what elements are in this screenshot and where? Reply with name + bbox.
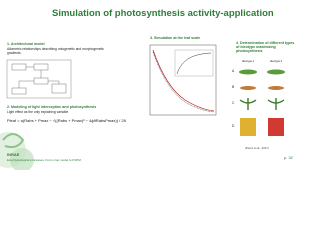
heading: 4. Determination of different types of i… [236, 41, 295, 53]
heading: 2. Modeling of light interception and ph… [7, 105, 97, 109]
architecture-diagram [6, 59, 72, 99]
sim-curve [152, 49, 215, 112]
page-number: p. 32 [284, 155, 293, 160]
inset-curve [176, 52, 212, 75]
column-label: Ideotype 1 [242, 60, 255, 63]
ideotype-leaf [268, 86, 284, 90]
obs-curve [152, 51, 215, 113]
ideotype-heatmap [268, 118, 284, 136]
row-label: A [232, 69, 235, 73]
ideotype-plant [239, 98, 285, 110]
logo-text: INRAE [7, 152, 20, 157]
heading: 1. Architectural model [7, 42, 45, 46]
ideotype-leaf [267, 69, 285, 75]
slide: Simulation of photosynthesis activity-ap… [0, 0, 302, 170]
row-label: D [232, 124, 235, 128]
header-band [0, 0, 302, 34]
logo-mark [2, 133, 25, 149]
diagram-arrows [18, 66, 60, 88]
ideotype-leaf [239, 69, 257, 75]
paragraph: Light effect as the only explaining vari… [7, 110, 69, 114]
paragraph: Allometric relationships describing onto… [7, 47, 104, 55]
row-label: C [232, 101, 235, 105]
inset-chart [174, 49, 214, 77]
heading: 3. Simulation at the leaf scale [150, 36, 201, 40]
footer-text: Ecophysiological processes. From crop mo… [7, 158, 82, 162]
column-label: Ideotype 2 [270, 60, 283, 63]
ideotype-leaf [240, 86, 256, 90]
title: Simulation of photosynthesis activity-ap… [52, 8, 274, 19]
ideotype-heatmap [240, 118, 256, 136]
equation: Pleaf = a(Rabs + Pmax − √((Rabs + Pmax)²… [7, 118, 126, 123]
decoration [0, 0, 302, 170]
citation: (Perez et al., 2017) [245, 146, 269, 150]
deco-circle [10, 148, 34, 170]
row-label: B [232, 85, 235, 89]
